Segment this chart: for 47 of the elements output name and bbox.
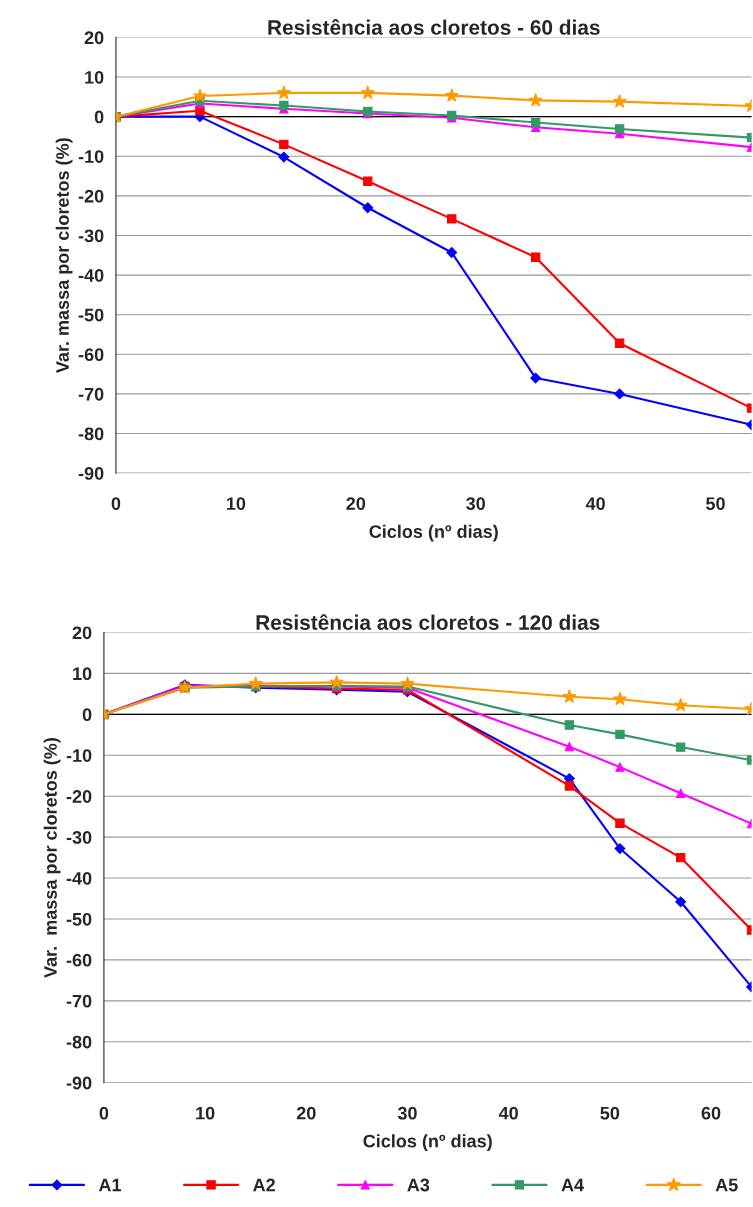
y-tick-label: -20 [78, 189, 104, 203]
x-tick-label: 10 [196, 1106, 215, 1120]
y-tick-label: 10 [73, 667, 92, 681]
legend-label: A4 [561, 1178, 584, 1192]
y-tick-label: -40 [78, 269, 104, 282]
y-tick-label: -80 [66, 1035, 92, 1049]
y-tick-label: -90 [66, 1076, 92, 1090]
chart-title: Resistência aos cloretos - 120 dias [256, 614, 600, 630]
y-tick-label: -80 [78, 427, 104, 441]
y-tick-label: -50 [66, 912, 92, 926]
x-tick-label: 0 [111, 497, 121, 511]
y-tick-label: -40 [66, 871, 92, 885]
y-tick-label: -60 [66, 953, 92, 967]
x-axis-title: Ciclos (nº dias) [363, 1134, 492, 1152]
x-tick-label: 60 [701, 1106, 721, 1120]
y-tick-label: -10 [78, 150, 104, 163]
legend-label: A3 [407, 1178, 430, 1192]
legend-label: A2 [253, 1178, 275, 1192]
y-tick-label: -30 [78, 229, 104, 243]
legend-label: A1 [98, 1178, 121, 1192]
y-tick-label: -30 [66, 831, 92, 844]
legend-label: A5 [715, 1178, 738, 1192]
x-tick-label: 40 [585, 497, 605, 511]
y-tick-label: 20 [84, 31, 104, 45]
x-axis-title: Ciclos (nº dias) [369, 524, 498, 542]
y-tick-label: -20 [66, 790, 92, 803]
y-tick-label: -70 [66, 994, 92, 1008]
y-tick-label: -60 [78, 348, 104, 362]
y-tick-label: 0 [94, 110, 104, 124]
x-tick-label: 50 [706, 497, 725, 511]
y-tick-label: 0 [82, 708, 92, 722]
y-tick-label: -90 [78, 467, 104, 480]
x-tick-label: 20 [296, 1106, 316, 1120]
chart-title: Resistência aos cloretos - 60 dias [268, 19, 600, 35]
y-tick-label: 20 [72, 626, 92, 640]
x-tick-label: 30 [397, 1106, 417, 1120]
x-tick-label: 20 [346, 497, 366, 511]
x-tick-label: 40 [498, 1106, 518, 1120]
x-tick-label: 30 [466, 497, 485, 511]
y-tick-label: -50 [78, 308, 104, 322]
y-tick-label: 10 [85, 70, 104, 84]
y-tick-label: -10 [66, 749, 92, 762]
x-tick-label: 50 [600, 1106, 620, 1120]
y-axis-title: Var. massa por cloretos (%) [43, 738, 61, 978]
x-tick-label: 10 [226, 497, 246, 511]
y-tick-label: -70 [78, 387, 104, 401]
y-axis-title: Var. massa por cloretos (%) [55, 138, 73, 374]
